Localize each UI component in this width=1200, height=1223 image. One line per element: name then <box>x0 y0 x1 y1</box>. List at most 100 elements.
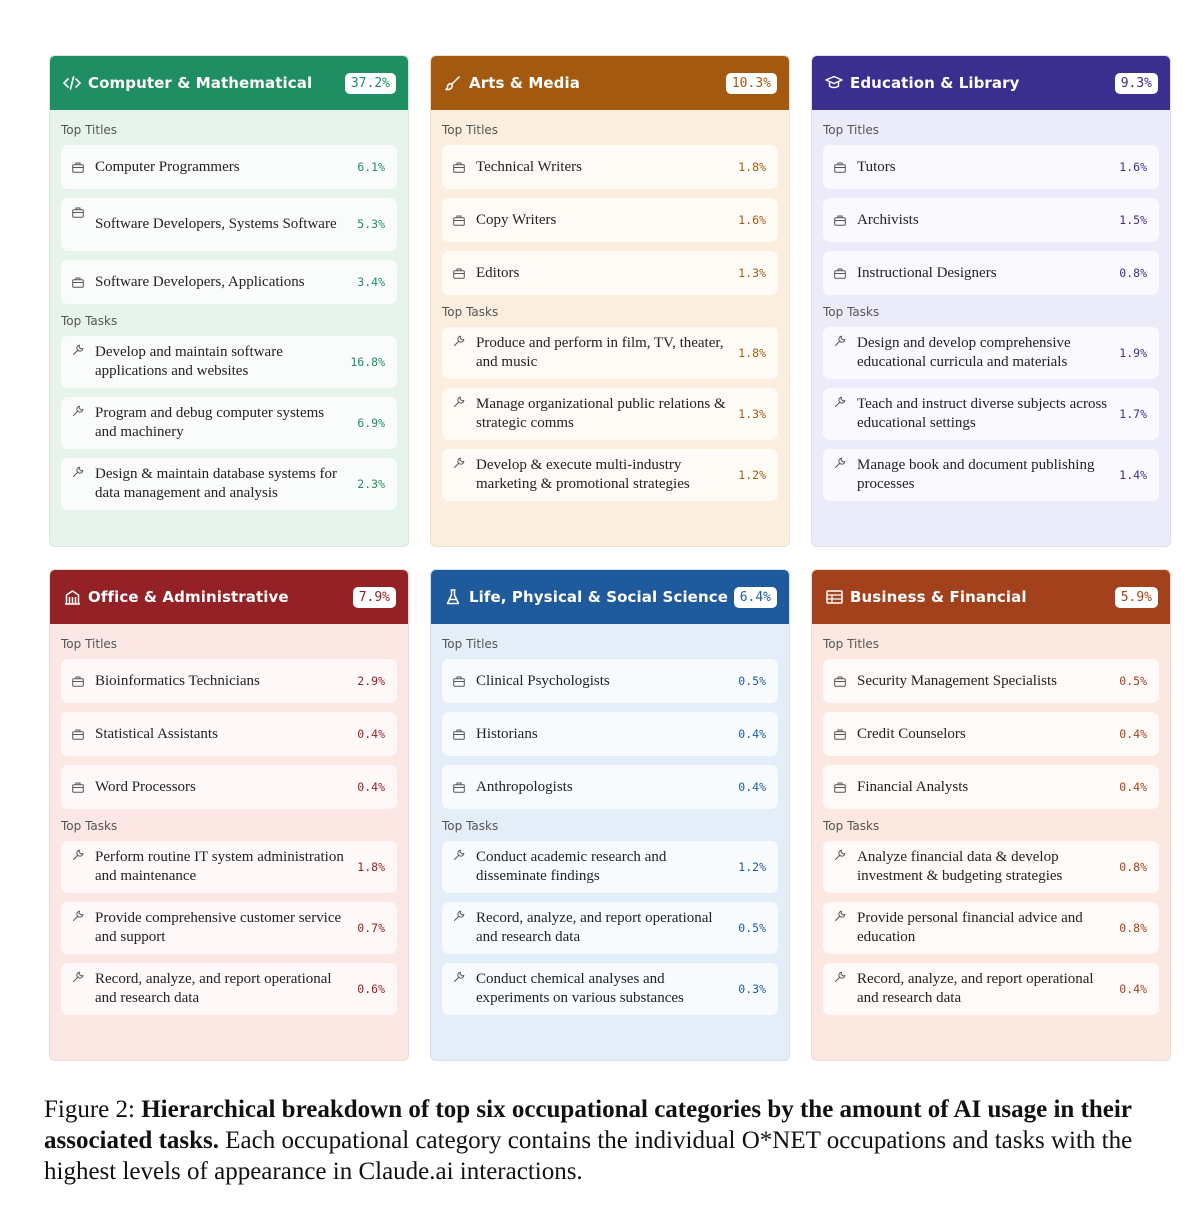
card-title: Education & Library <box>850 74 1020 92</box>
card-header: Education & Library 9.3% <box>812 56 1170 110</box>
wrench-icon <box>72 344 86 356</box>
title-label: Credit Counselors <box>857 725 966 742</box>
card-title: Arts & Media <box>469 74 580 92</box>
briefcase-icon <box>453 782 467 793</box>
wrench-icon <box>453 971 467 983</box>
task-percent: 0.4% <box>1119 981 1147 996</box>
top-tasks-label: Top Tasks <box>442 819 499 833</box>
title-row: Financial Analysts 0.4% <box>823 765 1159 809</box>
task-label: Conduct academic research and disseminat… <box>476 849 667 884</box>
briefcase-icon <box>834 676 848 687</box>
wrench-icon <box>834 849 848 861</box>
category-card-arts-media: Arts & Media 10.3% Top Titles Technical … <box>430 55 790 547</box>
title-percent: 0.4% <box>357 779 385 794</box>
briefcase-icon <box>453 676 467 687</box>
category-card-office-administrative: Office & Administrative 7.9% Top Titles … <box>49 569 409 1061</box>
task-label: Perform routine IT system administration… <box>95 849 344 884</box>
task-percent: 1.8% <box>357 859 385 874</box>
title-percent: 0.4% <box>1119 726 1147 741</box>
task-percent: 1.8% <box>738 345 766 360</box>
task-row: Teach and instruct diverse subjects acro… <box>823 388 1159 440</box>
wrench-icon <box>453 849 467 861</box>
wrench-icon <box>453 396 467 408</box>
title-label: Clinical Psychologists <box>476 672 610 689</box>
briefcase-icon <box>72 207 86 218</box>
card-header: Computer & Mathematical 37.2% <box>50 56 408 110</box>
top-tasks-label: Top Tasks <box>823 819 880 833</box>
caption-rest: Each occupational category contains the … <box>44 1127 1133 1185</box>
task-row: Design and develop comprehensive educati… <box>823 327 1159 379</box>
task-label: Record, analyze, and report operational … <box>95 971 332 1006</box>
task-label: Design and develop comprehensive educati… <box>857 335 1071 370</box>
category-card-computer-mathematical: Computer & Mathematical 37.2% Top Titles… <box>49 55 409 547</box>
task-percent: 0.5% <box>738 920 766 935</box>
briefcase-icon <box>72 782 86 793</box>
task-percent: 0.3% <box>738 981 766 996</box>
card-title: Business & Financial <box>850 588 1027 606</box>
task-row: Manage book and document publishing proc… <box>823 449 1159 501</box>
title-label: Word Processors <box>95 778 196 795</box>
wrench-icon <box>834 335 848 347</box>
task-row: Analyze financial data & develop investm… <box>823 841 1159 893</box>
title-row: Software Developers, Applications 3.4% <box>61 260 397 304</box>
task-row: Manage organizational public relations &… <box>442 388 778 440</box>
top-titles-label: Top Titles <box>61 123 118 137</box>
task-label: Develop and maintain software applicatio… <box>95 344 283 379</box>
wrench-icon <box>453 910 467 922</box>
graduation-cap-icon <box>824 75 844 91</box>
task-row: Record, analyze, and report operational … <box>823 963 1159 1015</box>
building-icon <box>62 589 82 605</box>
task-percent: 16.8% <box>350 354 385 369</box>
category-card-life-physical-social-science: Life, Physical & Social Science 6.4% Top… <box>430 569 790 1061</box>
task-label: Provide comprehensive customer service a… <box>95 910 342 945</box>
task-percent: 0.7% <box>357 920 385 935</box>
task-percent: 1.9% <box>1119 345 1147 360</box>
title-percent: 0.5% <box>738 673 766 688</box>
task-percent: 1.2% <box>738 859 766 874</box>
title-percent: 1.8% <box>738 159 766 174</box>
wrench-icon <box>834 971 848 983</box>
category-percent-badge: 7.9% <box>352 586 396 608</box>
briefcase-icon <box>72 676 86 687</box>
title-row: Anthropologists 0.4% <box>442 765 778 809</box>
title-percent: 6.1% <box>357 159 385 174</box>
briefcase-icon <box>453 162 467 173</box>
briefcase-icon <box>834 215 848 226</box>
brush-icon <box>443 75 463 91</box>
top-tasks-label: Top Tasks <box>442 305 499 319</box>
task-row: Conduct chemical analyses and experiment… <box>442 963 778 1015</box>
title-percent: 0.4% <box>738 726 766 741</box>
briefcase-icon <box>834 162 848 173</box>
briefcase-icon <box>72 277 86 288</box>
title-percent: 0.8% <box>1119 265 1147 280</box>
title-row: Technical Writers 1.8% <box>442 145 778 189</box>
wrench-icon <box>72 971 86 983</box>
caption-bold: Hierarchical breakdown of top six occupa… <box>44 1096 1132 1154</box>
ledger-icon <box>824 590 844 604</box>
task-label: Conduct chemical analyses and experiment… <box>476 971 684 1006</box>
title-percent: 0.5% <box>1119 673 1147 688</box>
category-grid: Computer & Mathematical 37.2% Top Titles… <box>49 55 1171 1061</box>
task-row: Design & maintain database systems for d… <box>61 458 397 510</box>
wrench-icon <box>72 466 86 478</box>
title-row: Clinical Psychologists 0.5% <box>442 659 778 703</box>
task-row: Produce and perform in film, TV, theater… <box>442 327 778 379</box>
task-label: Develop & execute multi-industry marketi… <box>476 457 690 492</box>
task-row: Provide comprehensive customer service a… <box>61 902 397 954</box>
code-icon <box>62 76 82 90</box>
task-percent: 1.3% <box>738 406 766 421</box>
title-row: Tutors 1.6% <box>823 145 1159 189</box>
title-label: Security Management Specialists <box>857 672 1057 689</box>
top-titles-label: Top Titles <box>823 637 880 651</box>
task-row: Develop and maintain software applicatio… <box>61 336 397 388</box>
card-title: Life, Physical & Social Science <box>469 588 729 606</box>
briefcase-icon <box>453 215 467 226</box>
card-header: Arts & Media 10.3% <box>431 56 789 110</box>
title-row: Instructional Designers 0.8% <box>823 251 1159 295</box>
top-tasks-label: Top Tasks <box>61 314 118 328</box>
title-percent: 0.4% <box>357 726 385 741</box>
task-label: Record, analyze, and report operational … <box>857 971 1094 1006</box>
title-label: Computer Programmers <box>95 158 240 175</box>
category-card-business-financial: Business & Financial 5.9% Top Titles Sec… <box>811 569 1171 1061</box>
task-label: Record, analyze, and report operational … <box>476 910 713 945</box>
